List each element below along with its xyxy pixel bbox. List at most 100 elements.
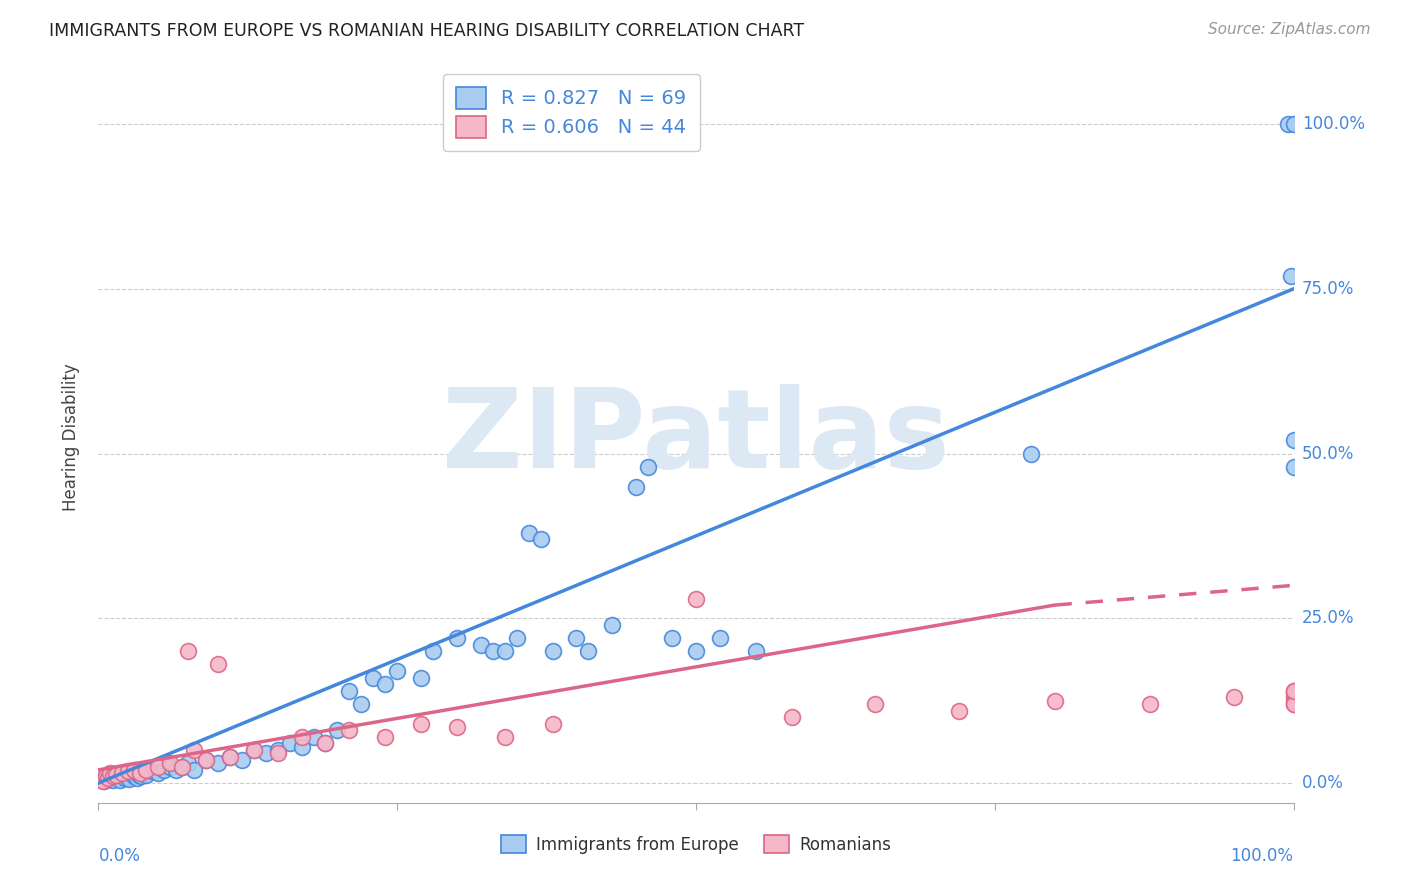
Point bbox=[159, 756, 181, 771]
Point bbox=[125, 771, 148, 785]
Point bbox=[1282, 683, 1305, 698]
Point bbox=[745, 644, 768, 658]
Point bbox=[104, 769, 127, 783]
Text: 75.0%: 75.0% bbox=[1302, 280, 1354, 298]
Point bbox=[482, 644, 505, 658]
Point bbox=[177, 756, 200, 771]
Point bbox=[1282, 687, 1305, 701]
Point bbox=[91, 774, 114, 789]
Y-axis label: Hearing Disability: Hearing Disability bbox=[62, 363, 80, 511]
Point bbox=[183, 743, 205, 757]
Point bbox=[118, 772, 141, 786]
Point bbox=[1043, 693, 1066, 707]
Point bbox=[470, 638, 492, 652]
Point bbox=[1019, 446, 1042, 460]
Point bbox=[172, 759, 194, 773]
Point bbox=[350, 697, 373, 711]
Point bbox=[374, 677, 396, 691]
Point bbox=[254, 747, 277, 761]
Point bbox=[1282, 683, 1305, 698]
Point bbox=[91, 772, 114, 787]
Point bbox=[219, 749, 242, 764]
Point bbox=[1282, 697, 1305, 711]
Point bbox=[506, 631, 529, 645]
Point bbox=[267, 747, 290, 761]
Point bbox=[1282, 690, 1305, 705]
Point bbox=[446, 631, 468, 645]
Point bbox=[411, 716, 433, 731]
Point bbox=[267, 743, 290, 757]
Point bbox=[709, 631, 731, 645]
Point bbox=[385, 664, 409, 678]
Point bbox=[291, 730, 314, 744]
Point bbox=[541, 716, 564, 731]
Text: 25.0%: 25.0% bbox=[1302, 609, 1354, 627]
Point bbox=[339, 723, 361, 738]
Point bbox=[278, 737, 301, 751]
Point bbox=[326, 723, 349, 738]
Point bbox=[685, 644, 707, 658]
Point bbox=[135, 768, 157, 782]
Text: 100.0%: 100.0% bbox=[1230, 847, 1294, 864]
Point bbox=[128, 768, 150, 782]
Point bbox=[422, 644, 444, 658]
Point bbox=[207, 756, 229, 771]
Text: Source: ZipAtlas.com: Source: ZipAtlas.com bbox=[1208, 22, 1371, 37]
Point bbox=[602, 618, 624, 632]
Legend: Immigrants from Europe, Romanians: Immigrants from Europe, Romanians bbox=[495, 829, 897, 860]
Point bbox=[153, 763, 176, 777]
Point bbox=[1282, 117, 1305, 131]
Point bbox=[1139, 697, 1161, 711]
Point bbox=[315, 737, 337, 751]
Text: IMMIGRANTS FROM EUROPE VS ROMANIAN HEARING DISABILITY CORRELATION CHART: IMMIGRANTS FROM EUROPE VS ROMANIAN HEARI… bbox=[49, 22, 804, 40]
Point bbox=[148, 759, 170, 773]
Point bbox=[98, 766, 122, 780]
Point bbox=[90, 772, 112, 787]
Point bbox=[530, 533, 553, 547]
Point bbox=[97, 771, 120, 785]
Point bbox=[865, 697, 887, 711]
Point bbox=[141, 764, 163, 779]
Point bbox=[177, 644, 200, 658]
Point bbox=[446, 720, 468, 734]
Text: 50.0%: 50.0% bbox=[1302, 444, 1354, 463]
Point bbox=[117, 764, 139, 779]
Point bbox=[101, 769, 124, 783]
Point bbox=[374, 730, 396, 744]
Point bbox=[111, 768, 134, 782]
Point bbox=[172, 759, 194, 773]
Point bbox=[135, 763, 157, 777]
Point bbox=[97, 771, 120, 785]
Point bbox=[948, 704, 970, 718]
Text: 0.0%: 0.0% bbox=[1302, 774, 1344, 792]
Point bbox=[98, 772, 122, 786]
Point bbox=[1277, 117, 1299, 131]
Point bbox=[129, 766, 152, 780]
Point bbox=[1282, 459, 1305, 474]
Point bbox=[183, 763, 205, 777]
Point bbox=[159, 759, 181, 773]
Point bbox=[124, 769, 146, 783]
Point bbox=[132, 766, 155, 780]
Point bbox=[195, 753, 218, 767]
Point bbox=[231, 753, 253, 767]
Point bbox=[114, 771, 136, 785]
Point bbox=[148, 766, 170, 780]
Point bbox=[93, 774, 115, 789]
Text: 100.0%: 100.0% bbox=[1302, 115, 1365, 133]
Point bbox=[637, 459, 659, 474]
Point bbox=[101, 773, 124, 788]
Point bbox=[243, 743, 266, 757]
Point bbox=[195, 753, 218, 767]
Point bbox=[105, 768, 128, 782]
Point bbox=[107, 772, 129, 786]
Point bbox=[108, 772, 131, 787]
Point bbox=[121, 766, 143, 780]
Text: ZIPatlas: ZIPatlas bbox=[441, 384, 950, 491]
Point bbox=[411, 671, 433, 685]
Point bbox=[111, 766, 134, 780]
Point bbox=[1282, 434, 1305, 448]
Point bbox=[541, 644, 564, 658]
Point bbox=[1282, 693, 1305, 707]
Point bbox=[131, 769, 153, 783]
